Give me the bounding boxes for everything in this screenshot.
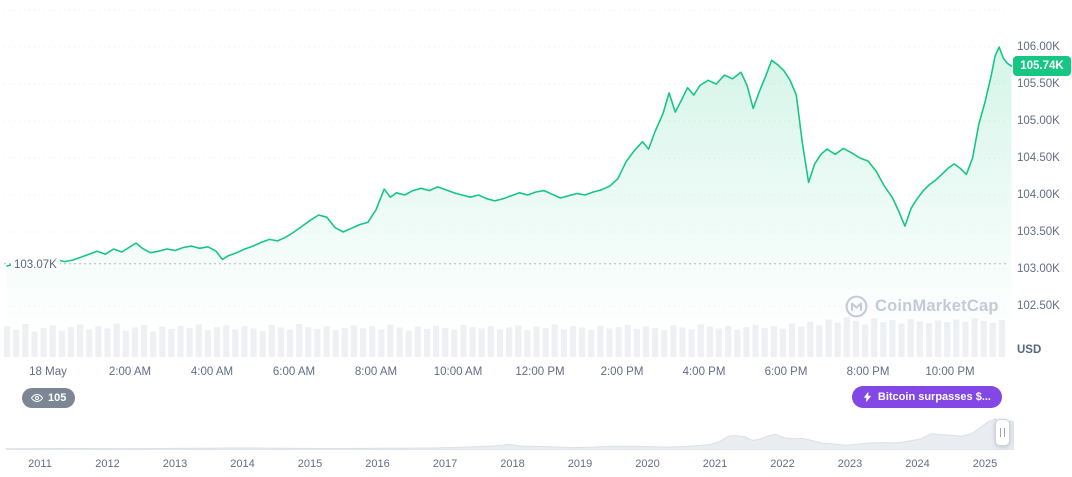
x-axis-label: 10:00 PM [925,366,975,378]
year-label: 2022 [770,458,795,470]
price-area [7,47,1012,340]
y-axis-column: 105.74K USD 106.00K 105.50K 105.00K 104.50K… [1012,0,1072,360]
year-label: 2025 [972,458,998,470]
x-axis-label: 12:00 PM [515,366,565,378]
x-axis-label: 8:00 AM [354,366,398,378]
navigator-chart-svg[interactable] [0,412,1020,450]
year-label: 2016 [365,458,390,470]
y-axis-label: 104.00K [1017,189,1060,201]
eye-icon [31,393,43,403]
year-label: 2017 [432,458,458,470]
navigator-area [5,417,1014,450]
year-label: 2020 [635,458,660,470]
x-axis-label: 6:00 AM [272,366,316,378]
currency-label: USD [1017,344,1042,356]
alert-text: Bitcoin surpasses $... [877,391,991,403]
year-label: 2019 [567,458,593,470]
year-label: 2014 [230,458,255,470]
year-label: 2011 [28,458,52,470]
watchers-count: 105 [48,392,67,404]
year-label: 2013 [162,458,188,470]
y-axis-label: 103.50K [1017,226,1060,238]
timeline-navigator[interactable]: 2011 2012 2013 2014 2015 2016 2017 2018 2019 2020… [0,412,1072,477]
year-label: 2018 [500,458,525,470]
year-label: 2021 [702,458,728,470]
y-axis-label: 106.00K [1017,41,1060,53]
year-label: 2023 [837,458,863,470]
x-axis-label: 4:00 PM [682,366,726,378]
x-axis-label: 4:00 AM [190,366,234,378]
x-axis-label: 2:00 PM [600,366,644,378]
year-label: 2024 [905,458,930,470]
volume-bars [4,317,1006,357]
y-axis-label: 103.00K [1017,263,1060,275]
x-axis: 18 May 2:00 AM 4:00 AM 6:00 AM 8:00 AM 10:00 … [0,366,1012,384]
year-label: 2015 [297,458,323,470]
open-price-label: 103.07K [11,258,60,271]
y-axis-label: 105.00K [1017,115,1060,127]
x-axis-label: 2:00 AM [108,366,152,378]
y-axis-label: 104.50K [1017,152,1060,164]
price-line [6,46,1012,267]
navigator-handle[interactable] [995,419,1010,446]
y-axis-label: 102.50K [1017,300,1060,312]
alert-badge[interactable]: Bitcoin surpasses $... [851,386,1002,408]
x-axis-label: 10:00 AM [433,366,483,378]
x-axis-label: 8:00 PM [846,366,890,378]
lightning-icon [863,391,872,403]
year-label: 2012 [95,458,120,470]
coinmarketcap-logo-icon [845,295,868,318]
watchers-badge[interactable]: 105 [22,388,76,408]
watermark: CoinMarketCap [845,295,999,318]
current-price-badge: 105.74K [1013,56,1071,77]
main-chart-svg[interactable] [0,0,1012,360]
x-axis-label: 6:00 PM [764,366,808,378]
watermark-text: CoinMarketCap [875,297,999,315]
navigator-years: 2011 2012 2013 2014 2015 2016 2017 2018 2019 2020… [0,458,1072,472]
x-axis-label: 18 May [29,366,67,378]
y-axis-label: 105.50K [1017,78,1060,90]
